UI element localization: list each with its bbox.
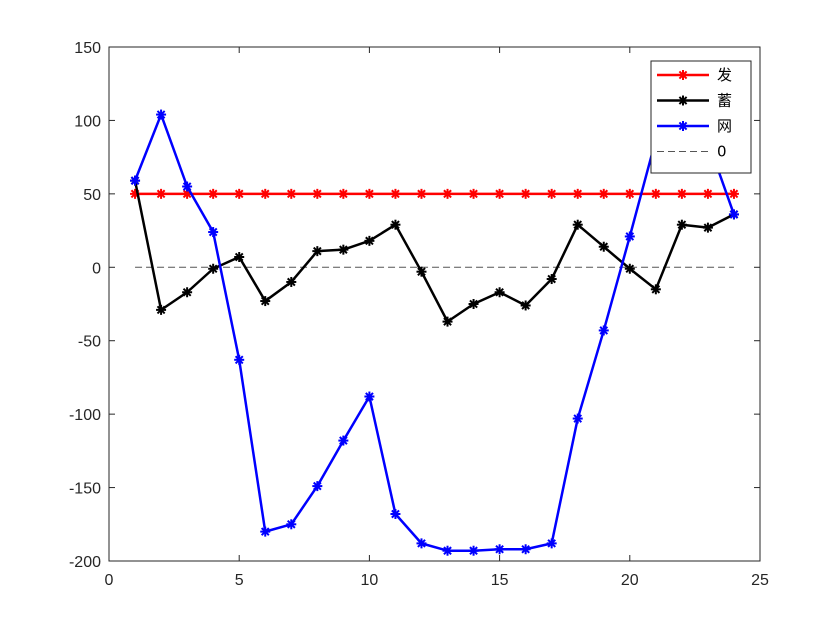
series-line [133,180,735,323]
legend-marker [678,95,688,106]
legend-marker [678,121,688,131]
data-point [676,219,687,230]
legend-box [650,60,752,174]
data-point [208,263,219,274]
data-point [234,354,245,365]
data-point [182,181,193,192]
legend: 发蓄网 0 [650,60,752,174]
y-tick-label: 150 [74,40,101,57]
data-point [208,227,219,238]
legend-marker [678,70,688,80]
data-point [546,188,557,199]
data-point [390,188,401,199]
data-point [442,545,453,556]
data-point [234,252,245,263]
data-point [494,287,505,298]
data-point [156,109,167,120]
data-point [702,188,713,199]
data-point [208,188,219,199]
data-point [156,304,167,315]
axis-layer: 0 5 10 15 20 25 -200 -150 -100 -50 0 50 100 150 [69,40,769,589]
data-point [286,276,297,287]
data-point [312,246,323,257]
data-point [338,244,349,255]
data-point [494,544,505,555]
data-point [676,188,687,199]
data-point [312,481,323,492]
data-point [520,544,531,555]
data-point [364,235,375,246]
data-point [416,538,427,549]
data-point [364,188,375,199]
data-point [390,219,401,230]
data-point [468,545,479,556]
data-point [442,316,453,327]
x-tick-label: 10 [361,572,379,589]
legend-item: 蓄 [657,92,732,110]
y-tick-label: -150 [69,481,101,498]
data-point [598,325,609,336]
data-point [260,526,271,537]
x-tick-label: 25 [751,572,769,589]
data-point [572,413,583,424]
legend-label: 蓄 [717,92,732,110]
plot-frame [108,46,761,562]
data-point [546,538,557,549]
legend-label: 发 [717,66,732,84]
data-point [468,299,479,309]
data-point [130,175,141,186]
data-point [286,519,297,530]
y-tick-label: 100 [74,113,101,130]
data-point [572,219,583,230]
x-tick-label: 5 [235,572,244,589]
data-point [702,222,713,233]
data-point [520,188,531,199]
legend-item: 网 [657,117,732,135]
data-point [546,274,557,285]
data-point [494,188,505,199]
data-point [390,509,401,520]
x-tick-label: 20 [621,572,639,589]
data-point [260,188,271,199]
data-point [650,284,661,295]
data-point [260,296,271,307]
data-point [416,266,427,277]
data-point [182,287,193,298]
y-tick-label: 50 [83,187,101,204]
data-point [286,188,297,199]
data-point [650,188,661,199]
x-tick-label: 0 [105,572,114,589]
data-point [624,263,635,274]
legend-item: 0 [657,143,727,161]
data-point [234,188,245,199]
data-point [416,188,427,199]
series-line [133,113,736,552]
data-point [338,188,349,199]
y-tick-label: -100 [69,407,101,424]
series-0 [130,188,739,199]
data-point [598,188,609,199]
legend-label: 网 [717,117,732,135]
data-point [624,188,635,199]
data-point [624,231,635,242]
y-tick-label: -50 [78,334,101,351]
data-point [468,188,479,199]
data-point [156,188,167,199]
data-point [442,188,453,199]
data-point [728,209,739,220]
legend-item: 发 [657,66,732,84]
data-point [598,241,609,252]
data-point [364,391,375,402]
legend-label: 0 [717,143,727,161]
x-tick-label: 15 [491,572,509,589]
y-tick-label: 0 [92,260,101,277]
data-point [338,435,349,446]
data-point [520,300,531,311]
data-point [572,188,583,199]
data-point [728,188,739,199]
y-tick-label: -200 [69,554,101,571]
data-point [312,188,323,199]
